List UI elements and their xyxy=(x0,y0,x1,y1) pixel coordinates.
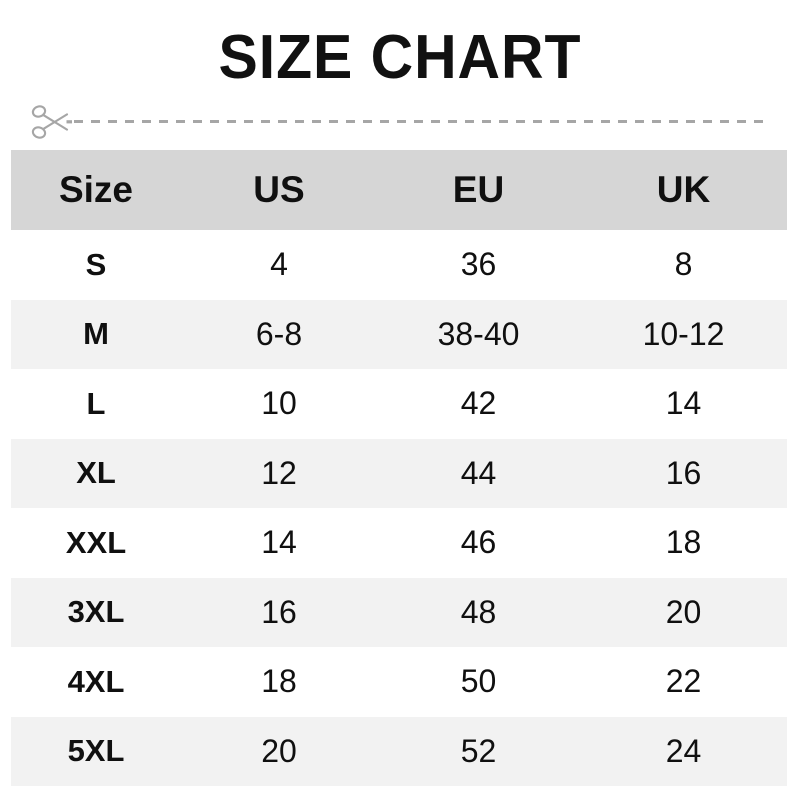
cell-eu: 38-40 xyxy=(437,315,520,352)
cell-us: 10 xyxy=(261,385,297,422)
cell-size: XL xyxy=(76,455,116,491)
cell-eu: 46 xyxy=(460,524,497,561)
table-row: L 10 42 14 xyxy=(11,369,787,439)
cell-size: XXL xyxy=(65,524,127,560)
column-header-uk: UK xyxy=(656,169,711,210)
cell-eu: 48 xyxy=(460,593,497,630)
scissors-icon xyxy=(31,105,72,139)
cell-uk: 16 xyxy=(665,454,702,491)
column-header-eu: EU xyxy=(452,169,505,210)
size-chart-table: Size US EU UK S 4 36 8 M 6-8 38-40 10-12… xyxy=(11,150,787,786)
cell-us: 16 xyxy=(261,593,297,630)
cell-us: 12 xyxy=(261,454,297,491)
cell-uk: 20 xyxy=(665,593,702,630)
cell-uk: 14 xyxy=(665,385,702,422)
cell-uk: 18 xyxy=(665,524,702,561)
cell-uk: 10-12 xyxy=(642,315,725,352)
cell-size: M xyxy=(83,316,109,352)
cell-uk: 8 xyxy=(674,246,693,283)
cell-uk: 22 xyxy=(665,663,702,700)
table-header-row: Size US EU UK xyxy=(11,150,787,230)
cell-eu: 42 xyxy=(460,385,497,422)
cell-eu: 44 xyxy=(460,454,497,491)
cell-us: 4 xyxy=(270,246,288,283)
cell-eu: 36 xyxy=(460,246,497,283)
cell-size: 4XL xyxy=(67,663,125,699)
table-row: M 6-8 38-40 10-12 xyxy=(11,299,787,369)
cell-size: 3XL xyxy=(67,594,125,630)
table-row: 5XL 20 52 24 xyxy=(11,716,787,786)
dashed-cut-line xyxy=(74,120,768,123)
table-row: 4XL 18 50 22 xyxy=(11,647,787,717)
cell-uk: 24 xyxy=(665,732,702,769)
table-row: XXL 14 46 18 xyxy=(11,508,787,578)
cell-us: 20 xyxy=(261,732,297,769)
cell-eu: 52 xyxy=(460,732,497,769)
cell-us: 6-8 xyxy=(255,315,303,352)
column-header-us: US xyxy=(253,169,305,210)
cell-size: 5XL xyxy=(67,733,125,769)
table-row: XL 12 44 16 xyxy=(11,438,787,508)
table-row: 3XL 16 48 20 xyxy=(11,577,787,647)
cell-us: 18 xyxy=(261,663,297,700)
cut-along-line xyxy=(22,100,778,144)
column-header-size: Size xyxy=(58,169,134,210)
cell-size: S xyxy=(85,246,107,282)
cell-size: L xyxy=(86,385,106,421)
page-title: SIZE CHART xyxy=(218,23,582,92)
cell-us: 14 xyxy=(261,524,297,561)
cell-eu: 50 xyxy=(460,663,497,700)
table-row: S 4 36 8 xyxy=(11,230,787,300)
